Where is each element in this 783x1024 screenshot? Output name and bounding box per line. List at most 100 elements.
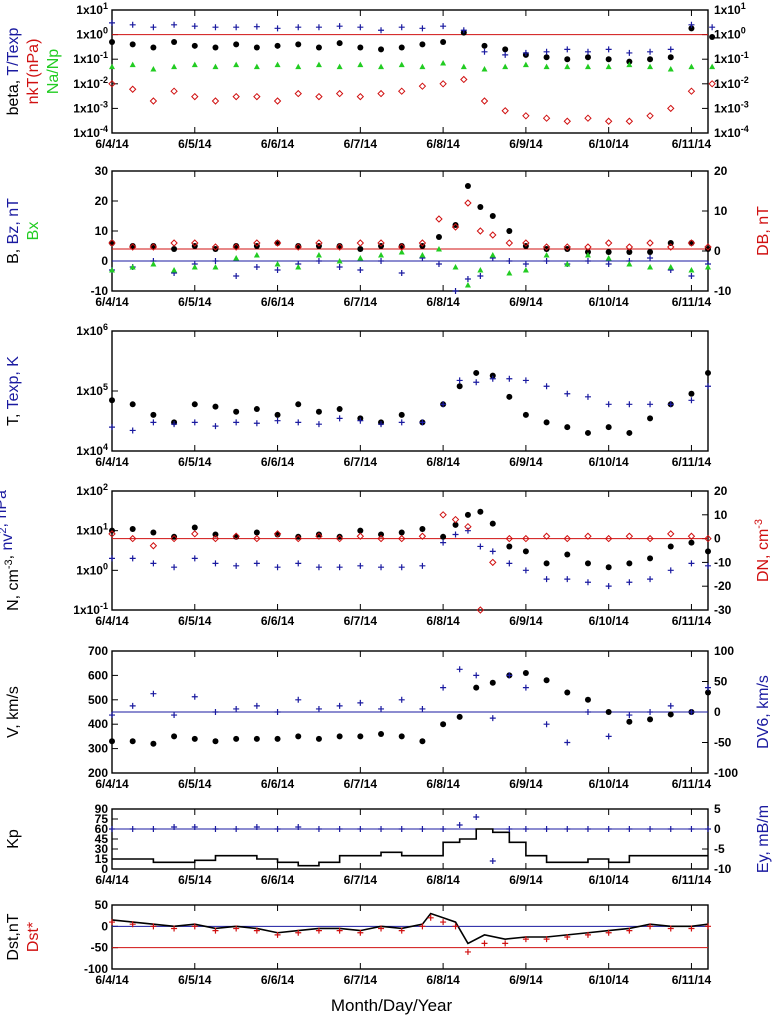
point-beta (336, 40, 343, 47)
point-Ey (378, 826, 385, 832)
point-DV6 (522, 684, 529, 691)
axis-label-part: nv (0, 534, 16, 551)
tick-exponent: 0 (741, 26, 746, 36)
point-N (398, 529, 405, 536)
y-tick-label-left: 700 (88, 644, 108, 658)
series-line-Dst (111, 912, 709, 945)
tick-exponent: 0 (103, 26, 108, 36)
point-Bx (419, 252, 426, 258)
point-DV6 (150, 690, 157, 697)
point-V (315, 735, 322, 742)
x-tick-label: 6/4/14 (95, 137, 129, 151)
point-DV6 (506, 672, 513, 679)
point-V (440, 721, 447, 728)
point-t_over_texp (378, 27, 385, 34)
point-DN (476, 606, 485, 614)
point-Bz (315, 258, 322, 264)
point-T (564, 424, 571, 431)
x-tick-label: 6/9/14 (509, 137, 543, 151)
point-na_np (419, 63, 426, 70)
point-Bz (398, 270, 405, 276)
y-tick-label-right: -5 (714, 842, 725, 856)
y-tick-label-right: -100 (714, 766, 738, 780)
point-nv2 (419, 562, 426, 569)
point-DN (315, 532, 323, 540)
point-T (705, 369, 711, 376)
x-tick-label: 6/8/14 (426, 137, 460, 151)
point-N (452, 521, 459, 528)
point-Ey (315, 826, 322, 832)
point-B (626, 249, 633, 255)
point-T (295, 401, 302, 408)
point-Ey (129, 826, 136, 832)
point-N (667, 543, 674, 550)
point-T (129, 401, 136, 408)
point-T (150, 411, 157, 418)
point-nv2 (357, 562, 364, 569)
x-tick-label: 6/6/14 (261, 137, 295, 151)
point-DV6 (705, 684, 711, 691)
point-na_np (564, 63, 571, 70)
point-Ey (253, 824, 260, 830)
point-DN (232, 532, 240, 540)
point-beta (709, 33, 716, 40)
point-N (440, 533, 447, 540)
point-Dst_star (626, 927, 633, 934)
point-Ey (564, 826, 571, 832)
point-V (584, 696, 591, 703)
point-Bx (647, 264, 654, 270)
x-tick-label: 6/5/14 (178, 873, 212, 887)
point-DN (128, 534, 137, 543)
x-tick-label: 6/7/14 (344, 614, 378, 628)
point-Texp (295, 419, 302, 426)
point-T (274, 411, 281, 418)
point-V (150, 740, 157, 747)
y-axis-label-left-3: Na/Np (45, 49, 62, 94)
axis-label-part: , nPa (0, 490, 10, 527)
y-tick-label-left: 30 (95, 842, 109, 856)
x-tick-label: 6/6/14 (261, 973, 295, 987)
point-DB (522, 239, 530, 247)
y-tick-label-left: 0 (101, 919, 108, 933)
point-DB (451, 223, 460, 231)
tick-exponent: -4 (741, 124, 749, 134)
point-t_over_texp (274, 25, 281, 32)
point-Bx (688, 267, 695, 273)
point-B (667, 240, 674, 246)
y-tick-label-right: 0 (714, 532, 721, 546)
point-DV6 (419, 705, 426, 712)
point-B (150, 243, 157, 249)
point-nkt (335, 89, 344, 98)
point-t_over_texp (626, 49, 633, 56)
point-na_np (688, 63, 695, 70)
point-N (150, 529, 157, 536)
point-V (647, 716, 654, 723)
point-Bz (452, 288, 459, 294)
point-V (274, 735, 281, 742)
point-Ey (584, 826, 591, 832)
point-DV6 (212, 709, 219, 715)
point-Bx (253, 252, 260, 258)
y-tick-label-right: 0 (714, 244, 721, 258)
x-tick-label: 6/9/14 (509, 973, 543, 987)
y-tick-label-right: 1x100 (714, 26, 746, 42)
y-tick-label-left: 90 (95, 802, 109, 816)
point-na_np (502, 63, 509, 70)
axis-label-part: V, km/s (5, 686, 22, 738)
point-Ey (357, 826, 364, 832)
axis-label-part: Bz, nT (5, 198, 22, 244)
y-tick-label-left: 30 (95, 164, 109, 178)
x-tick-label: 6/10/14 (589, 455, 629, 469)
y-tick-label-left: 200 (88, 766, 108, 780)
point-Dst_star (191, 923, 198, 930)
point-Texp (440, 401, 447, 408)
x-tick-label: 6/11/14 (672, 973, 712, 987)
point-Bz (274, 267, 281, 273)
point-DB (489, 231, 497, 239)
point-na_np (605, 63, 612, 70)
point-Bz (522, 261, 529, 267)
point-beta (584, 54, 591, 61)
y-axis-label-left-2: nkT(nPa) (25, 39, 42, 105)
x-tick-label: 6/7/14 (344, 777, 378, 791)
y-tick-label-left: 400 (88, 717, 108, 731)
